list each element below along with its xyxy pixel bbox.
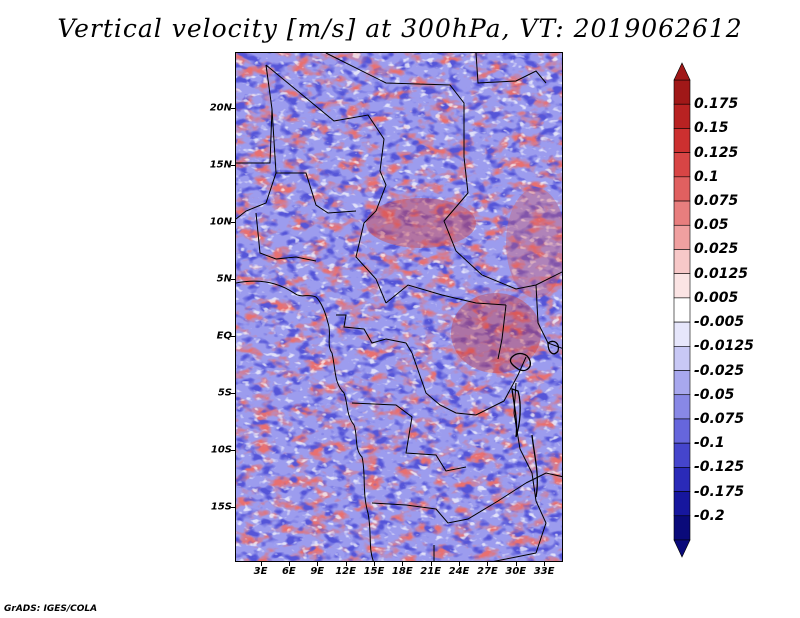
colorbar-box [673,152,691,178]
colorbar-label: 0.025 [694,241,739,258]
lon-tick [288,562,290,566]
colorbar-box [673,491,691,517]
chart-title: Vertical velocity [m/s] at 300hPa, VT: 2… [57,14,743,43]
lon-tick [430,562,432,566]
lat-tick [231,336,235,338]
lon-tick [317,562,319,566]
convection-zone-east-africa [451,293,541,373]
colorbar-box [673,321,691,347]
lon-label-27E: 27E [477,566,498,577]
colorbar-box [673,128,691,153]
colorbar-label: 0.1 [694,168,719,185]
colorbar-label: 0.075 [694,193,739,210]
colorbar-label: -0.025 [694,362,745,379]
lat-tick [231,222,235,223]
lat-label-10S: 10S [210,444,232,456]
lon-tick [260,562,262,566]
lat-label-15S: 15S [210,501,232,513]
colorbar-box [673,273,691,299]
lon-tick [345,562,347,566]
colorbar-label: -0.075 [694,410,745,427]
colorbar-label: -0.0125 [694,338,754,355]
field-white-speckle [236,53,562,561]
grads-credit: GrADS: IGES/COLA [4,604,98,614]
colorbar-top-arrow [673,62,691,81]
colorbar-box [673,346,691,371]
colorbar [673,62,691,558]
convection-zone-sahel [506,188,562,298]
lat-tick [231,393,235,395]
lon-label-24E: 24E [448,566,470,577]
colorbar-label: -0.1 [694,435,725,452]
lon-label-21E: 21E [420,566,442,577]
colorbar-label: 0.15 [694,120,729,137]
colorbar-label: -0.005 [694,314,745,331]
lon-label-9E: 9E [310,566,325,577]
colorbar-box [673,515,691,541]
colorbar-box [673,200,691,226]
colorbar-box [673,370,691,396]
colorbar-box [673,79,691,105]
colorbar-box [673,176,691,202]
country-borders [236,53,562,561]
lat-label-20N: 20N [209,102,232,114]
lat-tick [231,507,235,509]
colorbar-box [673,297,691,323]
colorbar-label: -0.125 [694,459,745,476]
colorbar-box [673,418,691,444]
lat-tick [231,107,235,109]
lon-label-3E: 3E [253,566,268,577]
colorbar-label: 0.05 [694,217,729,234]
colorbar-box [673,394,691,420]
colorbar-label: -0.2 [694,507,725,524]
lon-label-30E: 30E [505,566,527,577]
colorbar-label: -0.05 [694,386,735,403]
colorbar-label: -0.175 [694,483,745,500]
map-panel [235,52,563,562]
lon-tick [515,562,517,566]
lat-tick [231,450,235,452]
convection-zone-central-africa [366,198,476,248]
colorbar-box [673,103,691,129]
lon-tick [487,562,489,566]
lat-label-5N: 5N [216,273,232,285]
velocity-field-map [236,53,562,561]
lat-label-15N: 15N [209,159,232,171]
lat-tick [231,164,235,166]
lakes [509,340,560,498]
colorbar-box [673,467,691,492]
lon-tick [459,562,461,566]
lon-label-12E: 12E [335,566,356,577]
lon-tick [402,562,404,566]
lat-label-EQ: EQ [216,330,232,342]
colorbar-label: 0.005 [694,289,739,306]
lat-tick [231,279,235,281]
colorbar-label: 0.0125 [694,265,749,282]
lon-label-18E: 18E [391,566,413,577]
colorbar-box [673,249,691,274]
colorbar-label: 0.125 [694,144,739,161]
colorbar-box [673,442,691,468]
lon-tick [373,562,375,566]
lon-label-15E: 15E [363,566,385,577]
lon-tick [544,562,546,566]
colorbar-bottom-arrow [673,539,691,558]
lon-label-6E: 6E [281,566,296,577]
colorbar-label: 0.175 [694,96,739,113]
lat-label-10N: 10N [209,216,232,228]
colorbar-box [673,224,691,250]
lat-label-5S: 5S [217,387,232,399]
lon-label-33E: 33E [533,566,555,577]
